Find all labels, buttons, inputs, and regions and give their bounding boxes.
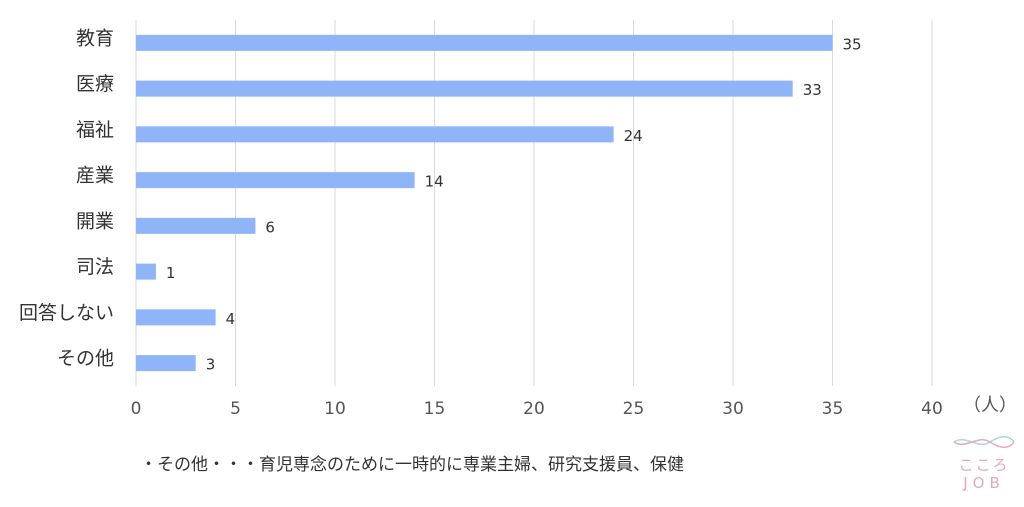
bar (136, 126, 614, 143)
bar (136, 263, 156, 280)
bar (136, 34, 833, 51)
bar (136, 355, 196, 372)
category-label: 開業 (76, 210, 114, 232)
bar (136, 172, 415, 189)
data-label: 1 (166, 264, 176, 282)
data-label: 24 (624, 127, 643, 145)
x-tick-label: 30 (722, 399, 744, 419)
x-tick-label: 5 (230, 399, 241, 419)
bars (136, 34, 833, 372)
x-axis-tick-labels: 0 5 10 15 20 25 30 35 40 (131, 399, 943, 419)
data-label: 6 (265, 218, 275, 236)
x-tick-label: 0 (131, 399, 142, 419)
x-tick-label: 40 (921, 399, 943, 419)
logo-text-job: JOB (963, 474, 1005, 492)
x-tick-label: 20 (523, 399, 545, 419)
kokoro-job-logo: こころ JOB (950, 432, 1018, 500)
bar (136, 217, 256, 234)
data-label: 3 (206, 356, 216, 374)
x-tick-label: 15 (424, 399, 446, 419)
x-tick-label: 10 (324, 399, 346, 419)
data-label: 14 (425, 173, 444, 191)
x-tick-label: 25 (623, 399, 645, 419)
gridlines (135, 20, 933, 386)
data-label: 33 (803, 81, 822, 99)
category-label: 回答しない (19, 302, 114, 324)
category-label: 司法 (76, 256, 114, 278)
category-label: 教育 (76, 27, 114, 49)
data-label: 35 (843, 35, 862, 53)
wave-icon (953, 436, 1015, 448)
bar (136, 309, 216, 326)
category-label: 福祉 (76, 119, 114, 141)
data-label: 4 (226, 310, 236, 328)
bar (136, 80, 793, 97)
category-label: その他 (57, 348, 114, 370)
x-tick-label: 35 (822, 399, 844, 419)
x-axis-unit-label: （人） (963, 395, 1017, 416)
category-label: 医療 (76, 73, 114, 95)
category-label: 産業 (76, 165, 114, 187)
logo-text-kokoro: こころ (958, 456, 1010, 474)
footnote: ・その他・・・育児専念のために一時的に専業主婦、研究支援員、保健 (140, 455, 684, 475)
